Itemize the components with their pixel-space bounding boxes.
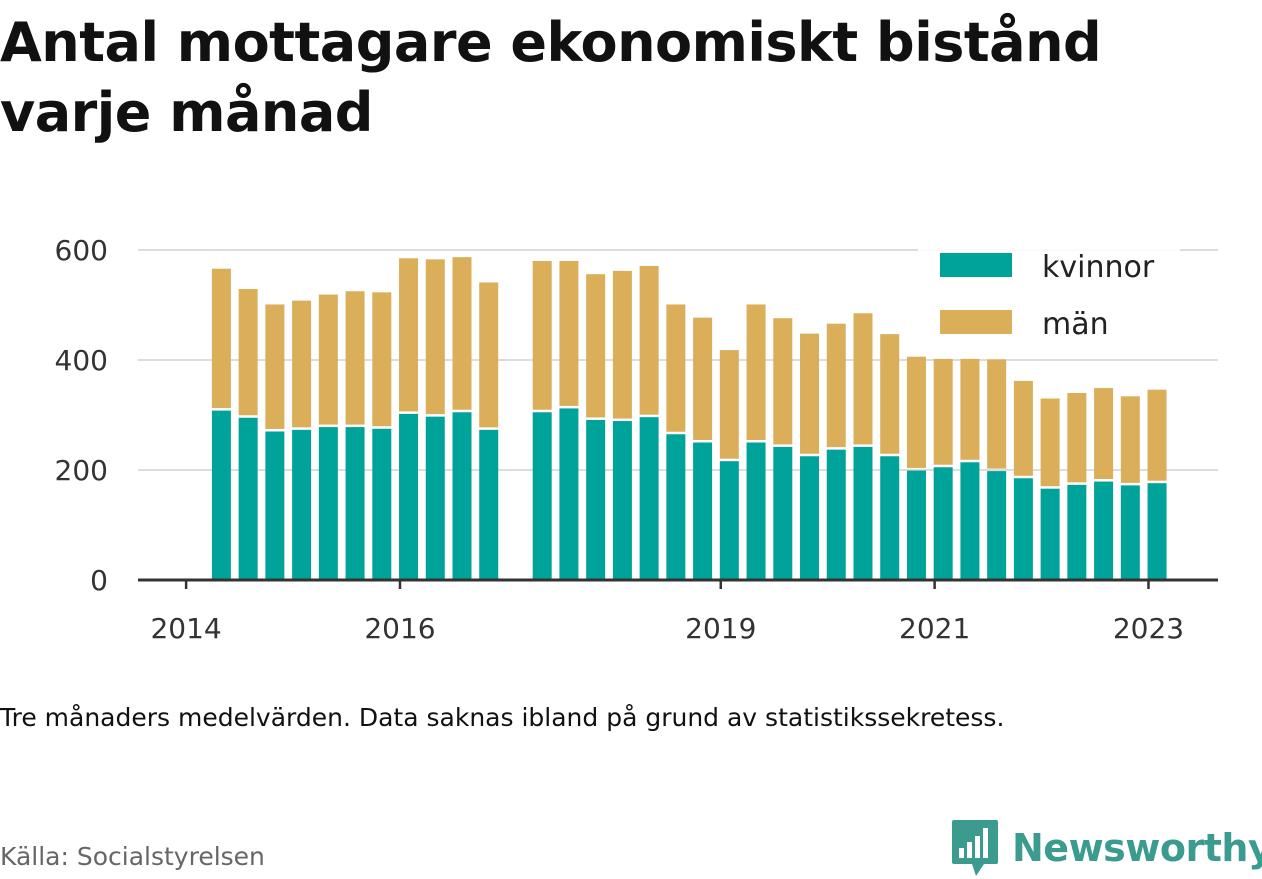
bar-man-17: [693, 317, 713, 440]
bar-kvinnor-30: [1040, 488, 1060, 580]
chart-note: Tre månaders medelvärden. Data saknas ib…: [0, 703, 1005, 732]
bar-kvinnor-8: [425, 416, 445, 580]
bar-kvinnor-33: [1120, 485, 1140, 580]
bar-man-26: [933, 358, 953, 465]
y-tick-label-200: 200: [55, 454, 108, 487]
bar-man-32: [1094, 388, 1114, 480]
bar-kvinnor-6: [372, 428, 392, 580]
bar-kvinnor-4: [318, 427, 338, 580]
source-text: Källa: Socialstyrelsen: [0, 842, 265, 871]
bar-kvinnor-32: [1094, 481, 1114, 580]
bar-kvinnor-14: [612, 421, 632, 580]
bar-kvinnor-15: [639, 417, 659, 580]
bar-kvinnor-17: [693, 442, 713, 580]
bar-man-13: [586, 274, 606, 418]
bar-man-19: [746, 304, 766, 440]
bar-man-22: [826, 323, 846, 448]
y-tick-label-400: 400: [55, 344, 108, 377]
legend: kvinnor män: [918, 248, 1180, 348]
bar-man-11: [532, 261, 552, 410]
bar-man-6: [372, 292, 392, 427]
bar-kvinnor-26: [933, 467, 953, 580]
bar-man-33: [1120, 396, 1140, 483]
bar-man-5: [345, 291, 365, 425]
bar-kvinnor-9: [452, 412, 472, 580]
bar-kvinnor-13: [586, 419, 606, 580]
bar-kvinnor-29: [1013, 478, 1033, 580]
bar-man-15: [639, 265, 659, 415]
bar-kvinnor-10: [479, 429, 499, 580]
x-tick-label-2021: 2021: [899, 612, 970, 645]
bar-kvinnor-2: [265, 431, 285, 580]
bar-kvinnor-3: [292, 429, 312, 580]
chart-title: Antal mottagare ekonomiskt bistånd varje…: [0, 11, 1102, 144]
y-tick-label-600: 600: [55, 234, 108, 267]
bar-kvinnor-5: [345, 427, 365, 580]
bar-man-14: [612, 270, 632, 419]
bar-man-1: [238, 289, 258, 416]
bar-kvinnor-19: [746, 442, 766, 580]
bar-man-25: [906, 356, 926, 469]
bars: [211, 257, 1167, 580]
bar-kvinnor-25: [906, 470, 926, 580]
legend-label-0: kvinnor: [1042, 250, 1155, 285]
x-tick-label-2014: 2014: [150, 612, 221, 645]
bar-man-18: [719, 350, 739, 459]
bar-kvinnor-23: [853, 446, 873, 580]
bar-man-28: [987, 359, 1007, 469]
bar-man-0: [211, 268, 231, 409]
bar-man-34: [1147, 389, 1167, 481]
bar-man-8: [425, 259, 445, 415]
bar-kvinnor-27: [960, 462, 980, 580]
bar-kvinnor-1: [238, 417, 258, 580]
bar-man-7: [399, 258, 419, 412]
bar-man-10: [479, 282, 499, 428]
brand-name: Newsworthy: [1012, 826, 1262, 870]
bar-man-27: [960, 358, 980, 460]
bar-man-30: [1040, 398, 1060, 487]
bar-kvinnor-20: [773, 446, 793, 580]
bar-kvinnor-21: [800, 456, 820, 580]
bar-kvinnor-28: [987, 471, 1007, 580]
bar-chart-speech-bubble-icon: [952, 820, 998, 876]
bar-man-4: [318, 294, 338, 425]
bar-man-9: [452, 257, 472, 410]
x-tick-label-2023: 2023: [1113, 612, 1184, 645]
bar-kvinnor-34: [1147, 483, 1167, 580]
bar-kvinnor-12: [559, 408, 579, 580]
bar-kvinnor-7: [399, 413, 419, 580]
bar-man-20: [773, 318, 793, 445]
legend-swatch-1: [940, 310, 1012, 334]
bar-kvinnor-22: [826, 449, 846, 580]
bar-man-3: [292, 300, 312, 428]
bar-kvinnor-16: [666, 434, 686, 580]
bar-kvinnor-24: [880, 456, 900, 580]
bar-man-21: [800, 333, 820, 454]
bar-kvinnor-0: [211, 410, 231, 580]
bar-kvinnor-11: [532, 412, 552, 580]
x-tick-label-2016: 2016: [364, 612, 435, 645]
legend-label-1: män: [1042, 307, 1109, 342]
y-tick-label-0: 0: [90, 564, 108, 597]
stacked-bar-chart: 0 200 400 600 2014 2016 2019 2021 2023 kvinnor m…: [55, 234, 1218, 645]
bar-kvinnor-18: [719, 461, 739, 580]
bar-man-2: [265, 304, 285, 429]
bar-man-24: [880, 334, 900, 454]
brand-logo: Newsworthy: [950, 818, 1262, 878]
bar-man-12: [559, 261, 579, 406]
bar-man-23: [853, 313, 873, 445]
bar-man-16: [666, 304, 686, 432]
x-tick-label-2019: 2019: [685, 612, 756, 645]
x-axis: [138, 578, 1218, 589]
bar-kvinnor-31: [1067, 484, 1087, 580]
x-axis-tick-labels: 2014 2016 2019 2021 2023: [150, 612, 1184, 645]
bar-man-29: [1013, 380, 1033, 476]
legend-swatch-0: [940, 253, 1012, 277]
y-axis-tick-labels: 0 200 400 600: [55, 234, 108, 597]
bar-man-31: [1067, 393, 1087, 483]
